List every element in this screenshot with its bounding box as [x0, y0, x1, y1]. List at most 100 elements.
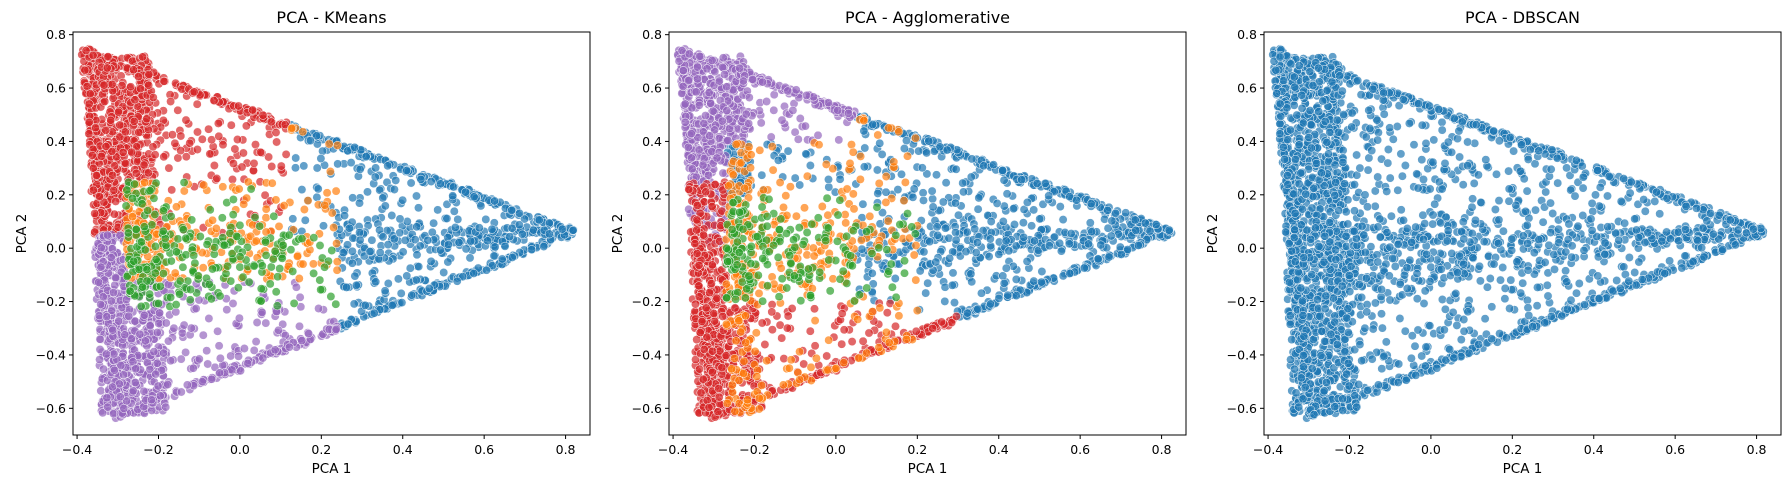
data-point — [276, 161, 286, 171]
data-point — [858, 199, 868, 209]
data-point — [261, 204, 271, 214]
data-point — [1104, 252, 1114, 262]
data-point — [297, 234, 307, 244]
data-point — [228, 299, 238, 308]
data-point — [320, 262, 330, 272]
data-point — [701, 111, 710, 121]
data-point — [145, 321, 155, 331]
data-point — [100, 97, 110, 106]
data-point — [948, 268, 958, 278]
data-point — [315, 241, 325, 250]
data-point — [349, 299, 359, 309]
series-purple — [90, 230, 342, 423]
data-point — [96, 299, 106, 309]
data-point — [984, 252, 994, 261]
data-point — [961, 247, 971, 257]
data-point — [153, 381, 163, 391]
data-point — [405, 263, 415, 273]
data-point — [288, 214, 298, 224]
data-point — [461, 187, 471, 197]
data-point — [108, 325, 118, 335]
data-point — [164, 163, 174, 173]
data-point — [1066, 229, 1076, 239]
data-point — [890, 274, 900, 283]
data-point — [687, 103, 697, 113]
data-point — [173, 153, 183, 163]
data-point — [942, 145, 952, 155]
data-point — [416, 174, 426, 184]
y-tick-label: 0.4 — [46, 134, 66, 149]
data-point — [291, 163, 300, 173]
data-point — [461, 244, 471, 254]
data-point — [443, 257, 453, 267]
data-point — [973, 204, 983, 214]
data-point — [529, 225, 538, 235]
data-point — [859, 126, 869, 136]
data-point — [1064, 239, 1074, 249]
data-point — [117, 81, 127, 90]
data-point — [833, 105, 843, 115]
data-point — [299, 205, 309, 214]
data-point — [1035, 214, 1045, 224]
data-point — [264, 152, 274, 162]
data-point — [686, 153, 696, 163]
data-point — [209, 96, 219, 106]
data-point — [1032, 178, 1042, 188]
data-point — [375, 248, 385, 258]
data-point — [130, 378, 140, 387]
data-point — [899, 144, 909, 153]
data-point — [163, 380, 173, 389]
data-point — [94, 277, 104, 287]
data-point — [1011, 291, 1021, 301]
data-point — [148, 93, 158, 102]
scatter-points — [77, 44, 578, 423]
data-point — [256, 296, 266, 306]
data-point — [202, 239, 212, 249]
data-point — [88, 50, 98, 60]
data-point — [415, 241, 425, 251]
data-point — [144, 80, 154, 90]
data-point — [129, 116, 139, 126]
data-point — [1084, 239, 1093, 249]
data-point — [246, 184, 256, 194]
data-point — [454, 238, 464, 247]
data-point — [406, 178, 416, 188]
data-point — [88, 185, 98, 195]
data-point — [140, 336, 150, 346]
data-point — [109, 349, 119, 359]
data-point — [261, 213, 271, 223]
data-point — [214, 341, 224, 351]
data-point — [101, 349, 111, 359]
data-point — [342, 282, 351, 292]
data-point — [304, 329, 314, 339]
data-point — [291, 282, 301, 292]
data-point — [380, 201, 390, 211]
data-point — [270, 246, 280, 256]
data-point — [233, 283, 243, 293]
data-point — [126, 334, 136, 344]
data-point — [387, 211, 397, 220]
data-point — [181, 233, 191, 243]
data-point — [370, 172, 380, 182]
data-point — [176, 354, 186, 364]
data-point — [256, 284, 266, 294]
data-point — [289, 298, 299, 308]
data-point — [319, 221, 328, 231]
series-blue — [285, 120, 578, 333]
data-point — [951, 164, 961, 174]
data-point — [297, 336, 307, 346]
data-point — [186, 285, 195, 294]
data-point — [84, 117, 94, 127]
data-point — [369, 308, 379, 318]
data-point — [218, 182, 228, 192]
data-point — [355, 164, 365, 174]
data-point — [974, 193, 984, 203]
data-point — [389, 234, 399, 244]
data-point — [400, 235, 410, 245]
data-point — [204, 124, 214, 134]
data-point — [977, 288, 986, 298]
data-point — [720, 69, 729, 79]
data-point — [192, 145, 202, 154]
panel-1: −0.4 −0.2 0.0 0.2 0.4 0.6 0.8−0.6−0.4−0.20.00.… — [14, 8, 591, 477]
